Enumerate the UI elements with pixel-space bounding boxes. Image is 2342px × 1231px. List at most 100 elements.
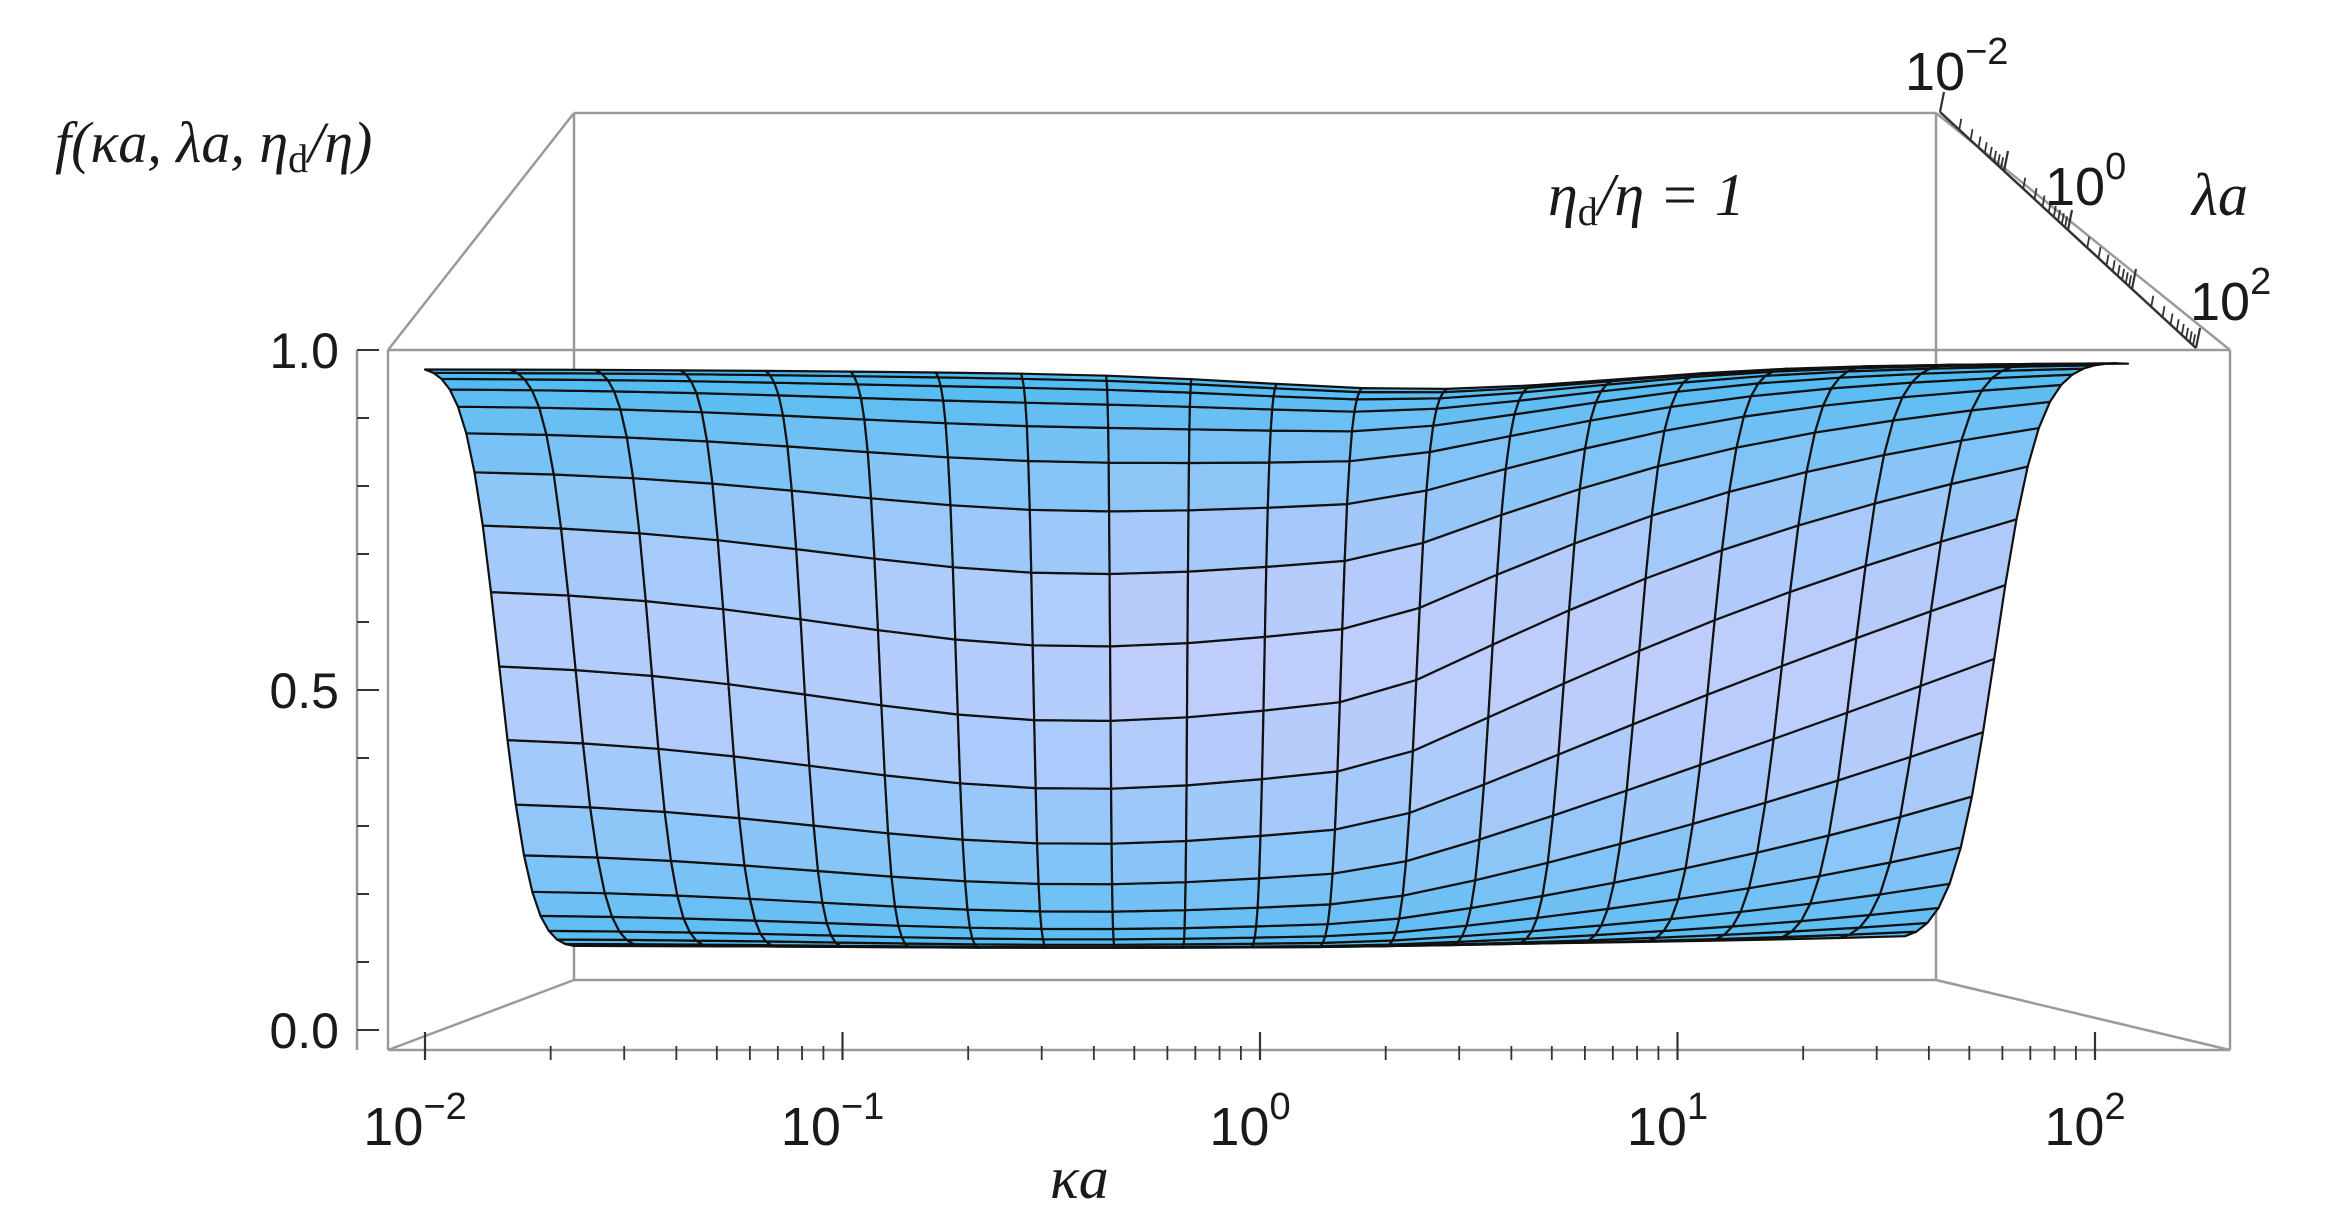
- surface-patch: [1271, 410, 1355, 432]
- surface-patch: [1261, 771, 1338, 836]
- surface-patch: [788, 446, 872, 498]
- surface-patch: [1113, 910, 1186, 929]
- surface-patch: [965, 881, 1040, 911]
- surface-patch: [614, 391, 702, 412]
- y-minor-tick: [1971, 129, 1973, 140]
- y-minor-tick: [1959, 119, 1961, 130]
- surface-patch: [646, 601, 729, 684]
- y-minor-tick: [2035, 188, 2037, 199]
- surface-patch: [561, 529, 646, 602]
- surface-patch: [963, 840, 1039, 884]
- x-axis-label: κa: [1050, 1145, 1109, 1211]
- surface-patch: [1109, 510, 1188, 574]
- surface-patch: [1039, 884, 1113, 912]
- surface-patch: [1188, 567, 1267, 643]
- surface-patch: [1036, 788, 1112, 844]
- surface-patch: [499, 667, 583, 744]
- surface-patch: [783, 416, 868, 453]
- surface-patch: [483, 526, 569, 596]
- y-minor-tick: [1979, 137, 1981, 148]
- surface-patch: [576, 670, 659, 749]
- y-minor-tick: [2107, 255, 2109, 266]
- surface-patch: [425, 370, 517, 374]
- surface-patch: [1189, 463, 1270, 511]
- z-tick-label: 0.0: [269, 1003, 339, 1059]
- surface-patch: [621, 410, 708, 442]
- surface-patch: [1033, 645, 1111, 721]
- surface-patch: [739, 818, 818, 871]
- surface-patch: [627, 438, 713, 484]
- surface-patch: [541, 916, 620, 932]
- y-minor-tick: [2177, 319, 2179, 330]
- surface-patch: [1027, 426, 1109, 463]
- surface-patch: [1185, 878, 1259, 910]
- surface-patch: [466, 433, 554, 474]
- y-tick-label: 100: [2045, 146, 2126, 217]
- surface-patch: [442, 379, 533, 390]
- box-edge-bottom-right: [1936, 980, 2230, 1050]
- surface-patch: [734, 756, 814, 825]
- surface-patch: [1112, 882, 1186, 911]
- surface-patch: [861, 398, 946, 423]
- surface-patch: [1268, 461, 1350, 508]
- y-minor-tick: [2151, 296, 2153, 307]
- surface-patch: [450, 390, 540, 408]
- z-tick-label: 0.5: [269, 663, 339, 719]
- surface-patch: [801, 619, 882, 705]
- surface-patch: [508, 740, 591, 807]
- surface-patch: [1037, 843, 1112, 884]
- x-tick-label: 100: [1209, 1086, 1290, 1157]
- surface-patch: [1042, 929, 1114, 939]
- box-edge-bottom-left: [388, 980, 574, 1050]
- x-tick-label: 10−2: [363, 1086, 466, 1157]
- surface-patch: [1111, 785, 1187, 843]
- surface-patch: [864, 420, 948, 458]
- surface-patch: [958, 715, 1036, 789]
- surface-patch: [1109, 463, 1189, 512]
- surface-patch: [1359, 388, 1447, 392]
- z-axis-label: f(κa, λa, ηd/η): [55, 110, 372, 181]
- surface-patch: [1110, 572, 1188, 647]
- y-minor-tick: [2163, 306, 2165, 317]
- surface-patch: [779, 395, 865, 419]
- surface-patch: [885, 775, 963, 839]
- y-minor-tick: [2087, 237, 2089, 248]
- surface-patch: [729, 684, 810, 766]
- y-minor-tick: [2129, 275, 2131, 286]
- surface-patch: [1259, 830, 1335, 879]
- y-minor-tick: [2186, 328, 2188, 339]
- surface-patch: [532, 892, 612, 917]
- surface-patch: [475, 472, 562, 528]
- z-tick-label: 1.0: [269, 323, 339, 379]
- surface-patch: [532, 390, 621, 409]
- x-tick-label: 101: [1627, 1086, 1708, 1157]
- surface-patch: [697, 393, 784, 416]
- surface-patch: [1265, 561, 1345, 637]
- surface-patch: [960, 783, 1037, 843]
- y-minor-tick: [2023, 178, 2025, 189]
- surface-patch: [658, 749, 739, 818]
- surface-patch: [524, 855, 605, 893]
- surface-patch: [652, 676, 734, 757]
- y-minor-tick: [2190, 331, 2192, 342]
- surface-patch: [1187, 711, 1264, 786]
- y-minor-tick: [2182, 324, 2184, 335]
- surface-patch: [681, 370, 771, 375]
- surface-patch: [671, 861, 750, 899]
- surface-patch: [792, 491, 875, 559]
- surface-patch: [723, 609, 805, 694]
- y-tick-label: 10−2: [1905, 31, 2008, 102]
- surface-patch: [525, 379, 615, 391]
- surface-patch: [665, 812, 745, 866]
- surface-patch: [809, 766, 888, 834]
- y-minor-tick: [2122, 269, 2124, 280]
- surface-patch: [1034, 720, 1111, 789]
- surface-patch: [946, 423, 1029, 461]
- surface-patch: [1186, 779, 1262, 841]
- surface-patch: [953, 567, 1033, 645]
- surface-patch: [707, 441, 792, 490]
- y-minor-tick: [1985, 142, 1987, 153]
- surface-patch: [568, 596, 652, 676]
- surface-patch: [1031, 573, 1110, 647]
- surface-patch: [1108, 405, 1190, 430]
